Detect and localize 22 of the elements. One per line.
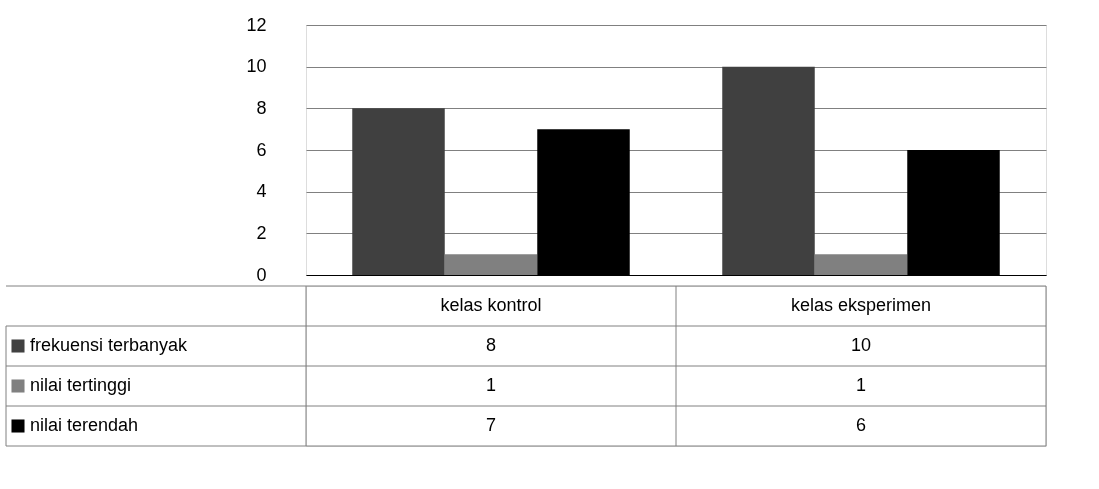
- x-tick-label: kelas eksperimen: [790, 295, 932, 315]
- legend-label: frekuensi terbanyak: [30, 335, 189, 355]
- data-label: 10: [850, 335, 872, 355]
- bar: [444, 254, 538, 275]
- y-tick-label: 10: [246, 56, 267, 77]
- bar: [352, 108, 445, 275]
- y-tick-label: 6: [256, 139, 267, 160]
- bar: [722, 66, 815, 275]
- data-label: 7: [485, 415, 497, 435]
- data-label: 6: [855, 415, 867, 435]
- y-tick-label: 8: [256, 97, 267, 118]
- x-tick-label: kelas kontrol: [440, 295, 542, 315]
- data-label: 1: [485, 375, 497, 395]
- y-tick-label: 4: [256, 181, 267, 202]
- bar: [814, 254, 908, 275]
- y-tick-label: 0: [256, 264, 267, 285]
- y-tick-label: 2: [256, 222, 267, 243]
- legend-label: nilai terendah: [30, 415, 139, 435]
- legend-label: nilai tertinggi: [30, 375, 132, 395]
- y-tick-label: 12: [246, 14, 267, 35]
- data-label: 1: [855, 375, 867, 395]
- data-label: 8: [485, 335, 497, 355]
